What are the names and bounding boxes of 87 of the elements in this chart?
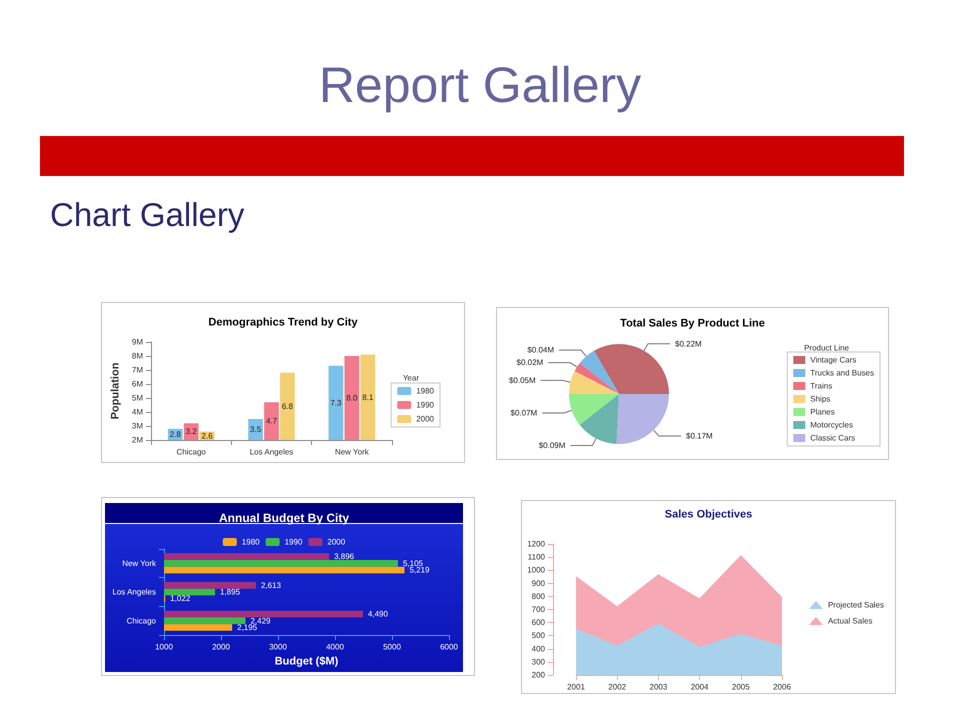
y-tick-label: 400 bbox=[532, 644, 546, 654]
data-label: $0.02M bbox=[516, 358, 544, 368]
data-label: 7.3 bbox=[330, 398, 342, 408]
x-tick-label: 4000 bbox=[326, 642, 344, 652]
y-tick-label: 300 bbox=[532, 657, 546, 666]
data-label: 1,022 bbox=[170, 594, 191, 604]
chart-title: Demographics Trend by City bbox=[208, 316, 358, 328]
y-tick-label: 900 bbox=[532, 578, 546, 588]
legend-label: Actual Sales bbox=[828, 616, 872, 626]
data-label: $0.22M bbox=[675, 339, 702, 348]
x-tick-label: 3000 bbox=[269, 642, 288, 652]
y-axis-title: Population bbox=[110, 362, 122, 420]
chart-title: Annual Budget By City bbox=[218, 511, 350, 525]
data-label: 2.6 bbox=[202, 431, 214, 440]
legend-title: Year bbox=[402, 374, 420, 382]
x-tick-label: 2004 bbox=[690, 682, 710, 692]
y-tick-label: 700 bbox=[532, 605, 546, 614]
data-label: 6.8 bbox=[282, 402, 294, 411]
y-tick-label: 9M bbox=[132, 338, 144, 346]
data-label: 3,896 bbox=[334, 552, 355, 562]
chart-title: Total Sales By Product Line bbox=[620, 318, 765, 330]
data-label: 5,105 bbox=[402, 558, 424, 568]
data-label: 2,429 bbox=[250, 616, 272, 626]
text: Chart Gallery bbox=[50, 196, 244, 233]
data-label: 8.0 bbox=[346, 394, 358, 402]
data-label: 2,195 bbox=[237, 622, 258, 632]
y-tick-label: Chicago bbox=[126, 616, 157, 626]
text: Report Gallery bbox=[318, 57, 642, 113]
x-tick-label: New York bbox=[334, 448, 370, 456]
x-tick-label: Los Angeles bbox=[250, 448, 294, 456]
legend-label: Motorcycles bbox=[810, 420, 853, 430]
y-tick-label: 500 bbox=[532, 631, 546, 640]
data-label: 4,490 bbox=[368, 610, 388, 619]
legend-label: 2000 bbox=[416, 414, 435, 424]
data-label: $0.05M bbox=[508, 376, 536, 385]
data-label: 2,613 bbox=[260, 580, 282, 590]
y-tick-label: 4M bbox=[132, 408, 144, 416]
y-tick-label: 3M bbox=[132, 422, 144, 430]
data-label: 5,219 bbox=[409, 566, 430, 575]
x-tick-label: 2005 bbox=[732, 682, 750, 692]
legend-label: 1990 bbox=[416, 400, 435, 410]
legend-title: Product Line bbox=[804, 344, 850, 352]
y-tick-label: 1100 bbox=[528, 552, 546, 562]
y-tick-label: 6M bbox=[132, 380, 144, 388]
x-tick-label: 2003 bbox=[650, 682, 668, 692]
x-tick-label: 2002 bbox=[608, 682, 627, 692]
y-tick-label: 2M bbox=[132, 436, 144, 444]
legend-label: Planes bbox=[810, 408, 835, 416]
x-axis-title: Budget ($M) bbox=[274, 656, 339, 668]
data-label: 3.5 bbox=[250, 425, 262, 434]
legend-label: 1980 bbox=[416, 386, 435, 396]
data-label: $0.17M bbox=[686, 431, 714, 440]
data-label: $0.09M bbox=[538, 441, 566, 450]
data-label: $0.07M bbox=[510, 408, 538, 418]
legend-label: Ships bbox=[810, 394, 830, 404]
y-tick-label: Los Angeles bbox=[112, 588, 156, 597]
legend-label: Trucks and Buses bbox=[810, 368, 874, 378]
y-tick-label: 5M bbox=[132, 394, 144, 402]
legend-label: Trains bbox=[810, 382, 832, 390]
data-label: 4.7 bbox=[266, 416, 278, 426]
y-tick-label: 8M bbox=[132, 352, 144, 360]
data-label: 3.2 bbox=[186, 427, 198, 436]
y-tick-label: 600 bbox=[532, 618, 546, 628]
legend-label: Classic Cars bbox=[810, 434, 856, 442]
legend-label: 1980 bbox=[242, 538, 260, 546]
legend-label: Projected Sales bbox=[828, 600, 884, 610]
legend-label: 1990 bbox=[284, 538, 303, 546]
legend-label: Vintage Cars bbox=[810, 356, 856, 364]
x-tick-label: 2000 bbox=[212, 642, 230, 652]
data-label: $0.04M bbox=[527, 346, 554, 355]
y-tick-label: New York bbox=[122, 558, 157, 568]
y-tick-label: 200 bbox=[532, 670, 546, 680]
x-tick-label: 2006 bbox=[773, 682, 792, 692]
legend-label: 2000 bbox=[327, 538, 346, 546]
data-label: 1,895 bbox=[220, 588, 241, 597]
x-tick-label: 1000 bbox=[155, 642, 174, 652]
x-tick-label: 5000 bbox=[383, 642, 402, 652]
y-tick-label: 7M bbox=[132, 366, 144, 374]
y-tick-label: 1000 bbox=[527, 566, 546, 575]
x-tick-label: 6000 bbox=[440, 642, 458, 652]
x-tick-label: Chicago bbox=[176, 448, 206, 456]
chart-title: Sales Objectives bbox=[664, 508, 752, 520]
y-tick-label: 800 bbox=[532, 592, 546, 601]
y-tick-label: 1200 bbox=[527, 540, 546, 548]
data-label: 2.8 bbox=[170, 430, 182, 439]
data-label: 8.1 bbox=[362, 392, 374, 402]
x-tick-label: 2001 bbox=[567, 682, 586, 692]
